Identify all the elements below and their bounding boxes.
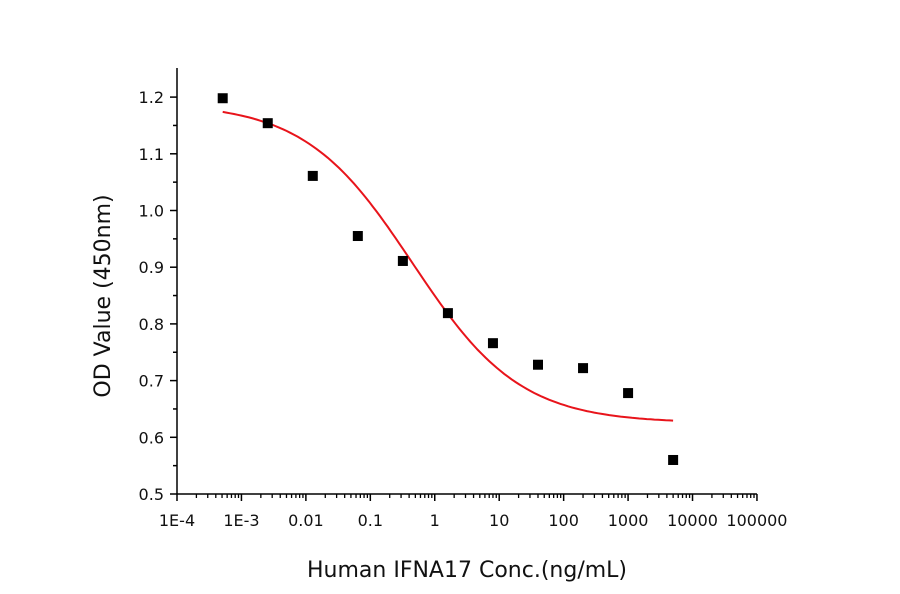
y-tick-label: 1.2 (139, 88, 164, 107)
data-point-square (487, 338, 498, 349)
data-point-square (352, 231, 363, 242)
y-axis: 0.5 0.6 0.7 0.8 0.9 1.0 1.1 1.2 (139, 68, 178, 504)
x-tick-label: 100 (548, 511, 579, 530)
fit-curve (222, 110, 674, 422)
data-point-square (262, 118, 273, 129)
x-tick-label: 0.1 (358, 511, 383, 530)
data-point-square (442, 308, 453, 319)
y-tick-label: 0.9 (139, 258, 164, 277)
x-tick-label: 10 (489, 511, 509, 530)
x-tick-label: 10000 (667, 511, 718, 530)
x-tick-label: 1 (430, 511, 440, 530)
y-tick-label: 0.8 (139, 315, 164, 334)
y-tick-label: 0.7 (139, 372, 164, 391)
data-points (217, 93, 679, 465)
data-point-square (217, 93, 228, 104)
x-tick-label: 1E-3 (223, 511, 259, 530)
y-tick-label: 0.5 (139, 485, 164, 504)
x-axis: 1E-4 1E-3 0.01 0.1 1 10 100 1000 10000 100000 (159, 493, 787, 530)
data-point-square (307, 170, 318, 181)
data-point-square (532, 359, 543, 370)
fit-curve-path (222, 110, 674, 422)
x-axis-title: Human IFNA17 Conc.(ng/mL) (307, 558, 627, 583)
x-tick-label: 1000 (608, 511, 649, 530)
x-tick-label: 1E-4 (159, 511, 195, 530)
data-point-square (578, 363, 589, 374)
y-tick-label: 1.1 (139, 145, 164, 164)
y-axis-title: OD Value (450nm) (91, 194, 116, 397)
data-point-square (623, 388, 634, 399)
data-point-square (397, 255, 408, 266)
y-tick-label: 1.0 (139, 202, 164, 221)
y-tick-label: 0.6 (139, 428, 164, 447)
data-point-square (668, 454, 679, 465)
x-tick-label: 100000 (726, 511, 787, 530)
x-tick-label: 0.01 (288, 511, 324, 530)
